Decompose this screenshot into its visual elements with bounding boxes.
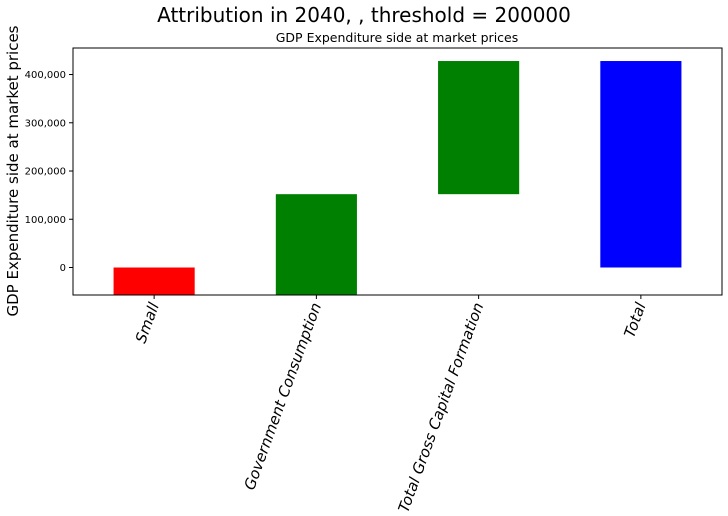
y-tick-label: 300,000 (25, 118, 66, 129)
x-tick-label: Total Gross Capital Formation (395, 300, 488, 512)
y-axis-label: GDP Expenditure side at market prices (4, 25, 22, 316)
y-axis-ticks: 0 100,000 200,000 300,000 400,000 (25, 70, 73, 274)
bar-total-gross-capital-formation (438, 61, 520, 195)
bar-small (113, 267, 195, 295)
y-tick-label: 100,000 (25, 215, 66, 226)
x-tick-label: Government Consumption (241, 300, 326, 492)
y-tick-label: 0 (60, 263, 66, 274)
x-tick-label: Small (132, 299, 163, 345)
chart-title: Attribution in 2040, , threshold = 20000… (157, 3, 571, 27)
x-axis-ticks: Small Government Consumption Total Gross C… (132, 295, 650, 515)
bar-government-consumption (275, 194, 357, 295)
y-tick-label: 400,000 (25, 70, 66, 81)
x-tick-label: Total (620, 299, 649, 340)
chart-subtitle: GDP Expenditure side at market prices (276, 30, 519, 45)
bars-layer (113, 61, 682, 295)
bar-total (600, 61, 682, 268)
plot-frame (72, 47, 723, 296)
y-tick-label: 200,000 (25, 167, 66, 178)
